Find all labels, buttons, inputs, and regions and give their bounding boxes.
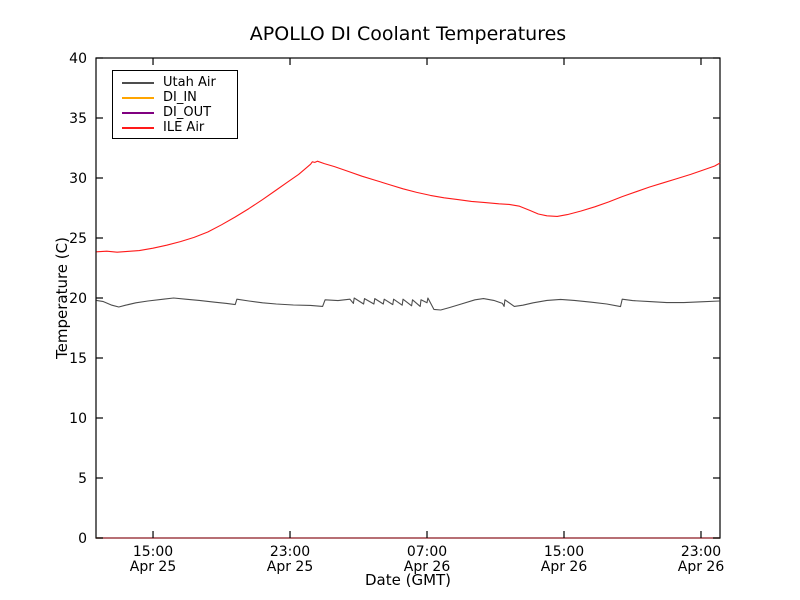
chart-title: APOLLO DI Coolant Temperatures bbox=[249, 23, 567, 45]
legend-label: DI_OUT bbox=[163, 105, 212, 120]
legend-label: DI_IN bbox=[163, 90, 197, 105]
legend-item-di-in: DI_IN bbox=[113, 90, 237, 105]
y-tick-label: 25 bbox=[69, 231, 87, 247]
legend-label: Utah Air bbox=[163, 75, 216, 90]
x-tick-date-label: Apr 26 bbox=[678, 559, 725, 575]
legend-line-swatch bbox=[122, 96, 154, 99]
y-tick-label: 35 bbox=[69, 111, 87, 127]
x-axis-label: Date (GMT) bbox=[364, 571, 452, 589]
x-tick-time-label: 07:00 bbox=[407, 544, 447, 560]
y-tick-label: 10 bbox=[69, 411, 87, 427]
x-tick-date-label: Apr 26 bbox=[541, 559, 588, 575]
legend-item-di-out: DI_OUT bbox=[113, 105, 237, 120]
x-tick-time-label: 23:00 bbox=[270, 544, 310, 560]
legend-line-swatch bbox=[122, 81, 154, 84]
legend-item-utah-air: Utah Air bbox=[113, 75, 237, 90]
series-line-ile-air bbox=[96, 160, 721, 253]
x-tick-time-label: 15:00 bbox=[544, 544, 584, 560]
x-tick-time-label: 15:00 bbox=[133, 544, 173, 560]
series-line-utah-air bbox=[96, 297, 720, 311]
y-tick-label: 30 bbox=[69, 171, 87, 187]
y-tick-label: 15 bbox=[69, 351, 87, 367]
y-tick-label: 5 bbox=[78, 471, 87, 487]
x-tick-time-label: 23:00 bbox=[681, 544, 721, 560]
x-tick-date-label: Apr 25 bbox=[130, 559, 176, 575]
y-axis-label: Temperature (C) bbox=[53, 237, 71, 359]
legend-line-swatch bbox=[122, 126, 154, 129]
legend: Utah Air DI_IN DI_OUT ILE Air bbox=[112, 70, 238, 139]
x-tick-date-label: Apr 25 bbox=[267, 559, 313, 575]
x-tick-date-label: Apr 26 bbox=[404, 559, 451, 575]
legend-label: ILE Air bbox=[163, 120, 205, 135]
y-tick-label: 0 bbox=[78, 531, 87, 547]
legend-item-ile-air: ILE Air bbox=[113, 120, 237, 135]
y-tick-label: 40 bbox=[69, 51, 87, 67]
y-tick-label: 20 bbox=[69, 291, 87, 307]
legend-line-swatch bbox=[122, 111, 154, 114]
